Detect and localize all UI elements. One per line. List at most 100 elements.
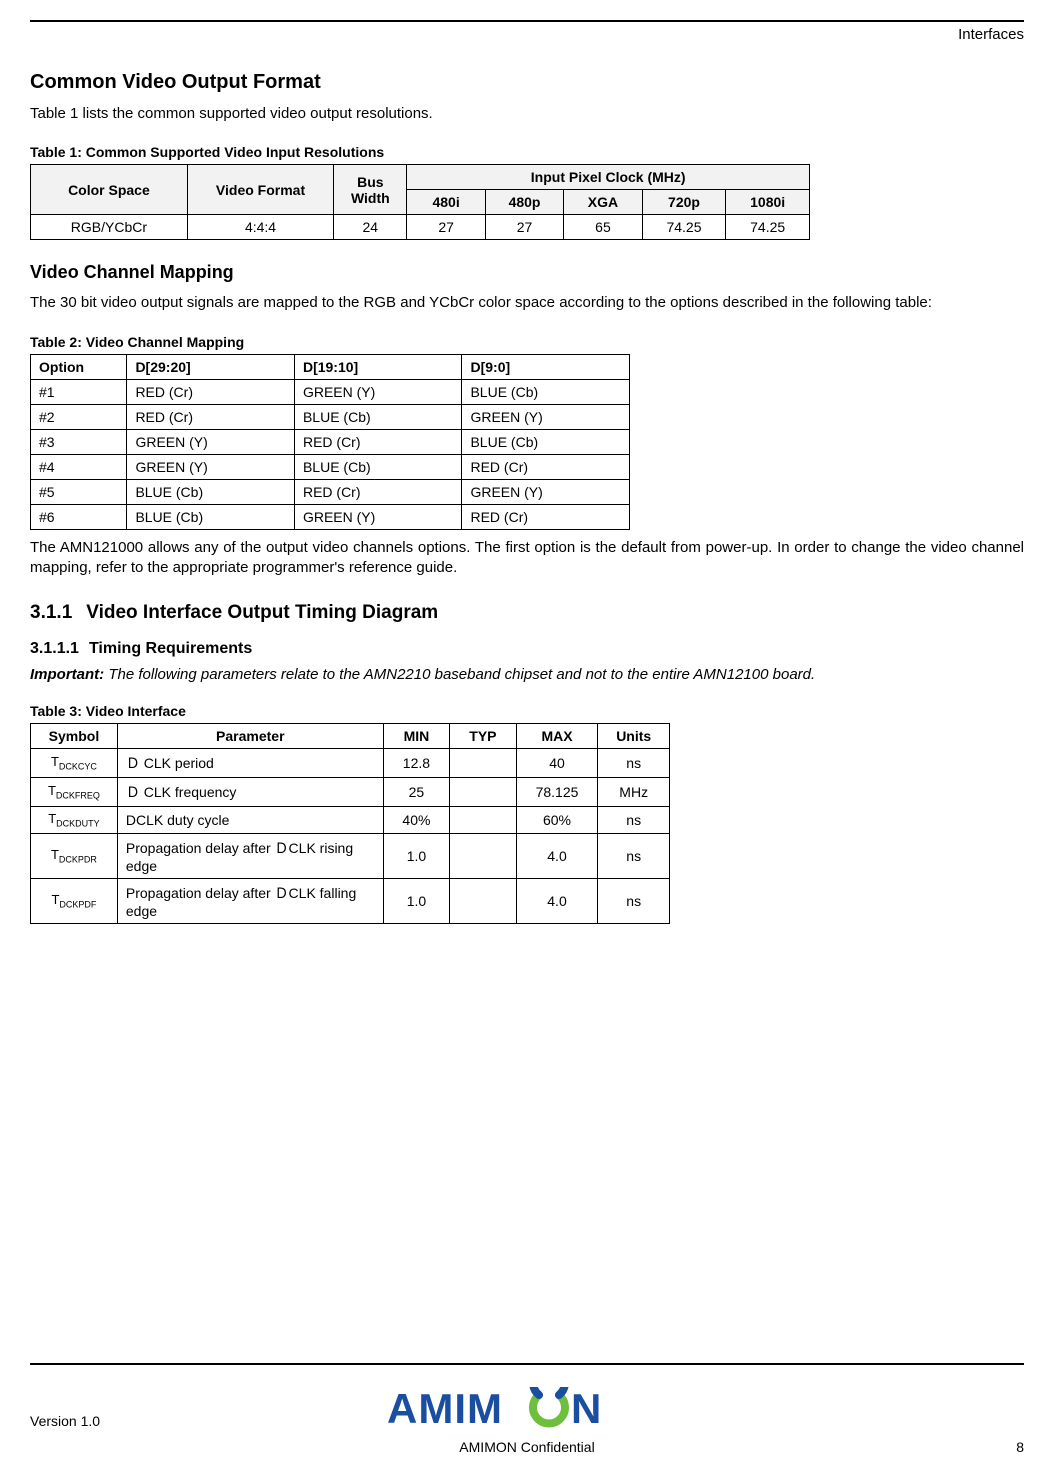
t2-cell: RED (Cr) bbox=[127, 379, 295, 404]
table2: Option D[29:20] D[19:10] D[9:0] #1RED (C… bbox=[30, 354, 630, 530]
amimon-logo: AMIM N bbox=[387, 1387, 667, 1434]
t2-cell: #3 bbox=[31, 429, 127, 454]
t2-cell: #4 bbox=[31, 454, 127, 479]
t1-cell: 74.25 bbox=[726, 215, 810, 240]
t1-h-xga: XGA bbox=[564, 190, 642, 215]
t3-cell bbox=[450, 833, 516, 878]
t1-cell: 4:4:4 bbox=[187, 215, 333, 240]
t3-h-max: MAX bbox=[516, 724, 598, 749]
t2-cell: GREEN (Y) bbox=[294, 379, 462, 404]
table2-caption: Table 2: Video Channel Mapping bbox=[30, 334, 1024, 350]
t1-cell: 27 bbox=[407, 215, 485, 240]
t2-cell: #2 bbox=[31, 404, 127, 429]
t2-cell: BLUE (Cb) bbox=[294, 454, 462, 479]
t3-h-units: Units bbox=[598, 724, 670, 749]
t3-parameter: Ｄ CLK period bbox=[117, 749, 383, 778]
t2-cell: GREEN (Y) bbox=[127, 429, 295, 454]
t3-parameter: Propagation delay after ＤCLK falling edg… bbox=[117, 878, 383, 923]
t3-cell: ns bbox=[598, 833, 670, 878]
t3-cell: 78.125 bbox=[516, 778, 598, 807]
t2-h-option: Option bbox=[31, 354, 127, 379]
t2-cell: #6 bbox=[31, 504, 127, 529]
footer-version: Version 1.0 bbox=[30, 1413, 100, 1429]
heading-3-1-1: 3.1.1 Video Interface Output Timing Diagr… bbox=[30, 602, 1024, 624]
t2-cell: GREEN (Y) bbox=[462, 404, 630, 429]
t3-cell: MHz bbox=[598, 778, 670, 807]
t3-cell: 1.0 bbox=[383, 833, 449, 878]
t3-cell bbox=[450, 749, 516, 778]
important-text: The following parameters relate to the A… bbox=[104, 666, 815, 683]
t3-symbol: TDCKPDR bbox=[31, 833, 118, 878]
t3-h-symbol: Symbol bbox=[31, 724, 118, 749]
footer: Version 1.0 AMIM N AMIMON Confidential 8 bbox=[30, 1383, 1024, 1463]
t1-cell: 27 bbox=[485, 215, 563, 240]
svg-text:N: N bbox=[571, 1387, 601, 1431]
heading-channel-mapping: Video Channel Mapping bbox=[30, 262, 1024, 283]
t2-cell: BLUE (Cb) bbox=[127, 504, 295, 529]
t2-cell: RED (Cr) bbox=[127, 404, 295, 429]
t3-cell bbox=[450, 807, 516, 834]
table3-caption: Table 3: Video Interface bbox=[30, 703, 1024, 719]
t2-cell: GREEN (Y) bbox=[462, 479, 630, 504]
t1-h-videoformat: Video Format bbox=[187, 165, 333, 215]
t3-cell: 4.0 bbox=[516, 833, 598, 878]
t3-cell bbox=[450, 878, 516, 923]
important-label: Important: bbox=[30, 666, 104, 683]
t1-cell: RGB/YCbCr bbox=[31, 215, 188, 240]
t1-h-colorspace: Color Space bbox=[31, 165, 188, 215]
important-note: Important: The following parameters rela… bbox=[30, 666, 1024, 683]
t3-cell: ns bbox=[598, 749, 670, 778]
t3-parameter: Ｄ CLK frequency bbox=[117, 778, 383, 807]
t3-symbol: TDCKFREQ bbox=[31, 778, 118, 807]
table1-caption: Table 1: Common Supported Video Input Re… bbox=[30, 144, 1024, 160]
svg-text:AMIM: AMIM bbox=[387, 1387, 503, 1431]
para-channel-mapping: The 30 bit video output signals are mapp… bbox=[30, 293, 1024, 313]
t3-cell bbox=[450, 778, 516, 807]
t2-cell: RED (Cr) bbox=[462, 504, 630, 529]
t2-cell: BLUE (Cb) bbox=[462, 429, 630, 454]
t2-cell: RED (Cr) bbox=[294, 429, 462, 454]
t3-cell: 60% bbox=[516, 807, 598, 834]
t2-cell: #5 bbox=[31, 479, 127, 504]
t3-cell: 1.0 bbox=[383, 878, 449, 923]
table3: Symbol Parameter MIN TYP MAX Units TDCKC… bbox=[30, 723, 670, 924]
t1-h-480i: 480i bbox=[407, 190, 485, 215]
t3-cell: 40% bbox=[383, 807, 449, 834]
t1-cell: 65 bbox=[564, 215, 642, 240]
t2-cell: #1 bbox=[31, 379, 127, 404]
t1-h-pixelclock: Input Pixel Clock (MHz) bbox=[407, 165, 810, 190]
footer-confidential: AMIMON Confidential bbox=[459, 1439, 594, 1455]
heading-number: 3.1.1 bbox=[30, 602, 72, 624]
t1-h-buswidth: Bus Width bbox=[334, 165, 407, 215]
para-amn121000: The AMN121000 allows any of the output v… bbox=[30, 538, 1024, 579]
t3-cell: 40 bbox=[516, 749, 598, 778]
t3-cell: 25 bbox=[383, 778, 449, 807]
heading-3-1-1-1: 3.1.1.1Timing Requirements bbox=[30, 640, 1024, 658]
footer-page-number: 8 bbox=[1016, 1439, 1024, 1455]
t3-symbol: TDCKDUTY bbox=[31, 807, 118, 834]
t1-cell: 24 bbox=[334, 215, 407, 240]
t3-cell: 4.0 bbox=[516, 878, 598, 923]
heading-number: 3.1.1.1 bbox=[30, 640, 79, 658]
t2-cell: BLUE (Cb) bbox=[127, 479, 295, 504]
t2-h-d29: D[29:20] bbox=[127, 354, 295, 379]
t2-cell: RED (Cr) bbox=[462, 454, 630, 479]
heading-common-output: Common Video Output Format bbox=[30, 71, 1024, 94]
header-section-label: Interfaces bbox=[30, 26, 1024, 43]
t3-parameter: DCLK duty cycle bbox=[117, 807, 383, 834]
t1-h-720p: 720p bbox=[642, 190, 726, 215]
t3-parameter: Propagation delay after ＤCLK rising edge bbox=[117, 833, 383, 878]
t2-h-d19: D[19:10] bbox=[294, 354, 462, 379]
t3-cell: ns bbox=[598, 807, 670, 834]
t3-symbol: TDCKCYC bbox=[31, 749, 118, 778]
heading-text: Video Interface Output Timing Diagram bbox=[86, 602, 438, 623]
t2-cell: GREEN (Y) bbox=[294, 504, 462, 529]
t3-h-typ: TYP bbox=[450, 724, 516, 749]
t2-h-d9: D[9:0] bbox=[462, 354, 630, 379]
t1-h-1080i: 1080i bbox=[726, 190, 810, 215]
t3-cell: 12.8 bbox=[383, 749, 449, 778]
t3-h-parameter: Parameter bbox=[117, 724, 383, 749]
t1-cell: 74.25 bbox=[642, 215, 726, 240]
t2-cell: RED (Cr) bbox=[294, 479, 462, 504]
t2-cell: BLUE (Cb) bbox=[462, 379, 630, 404]
